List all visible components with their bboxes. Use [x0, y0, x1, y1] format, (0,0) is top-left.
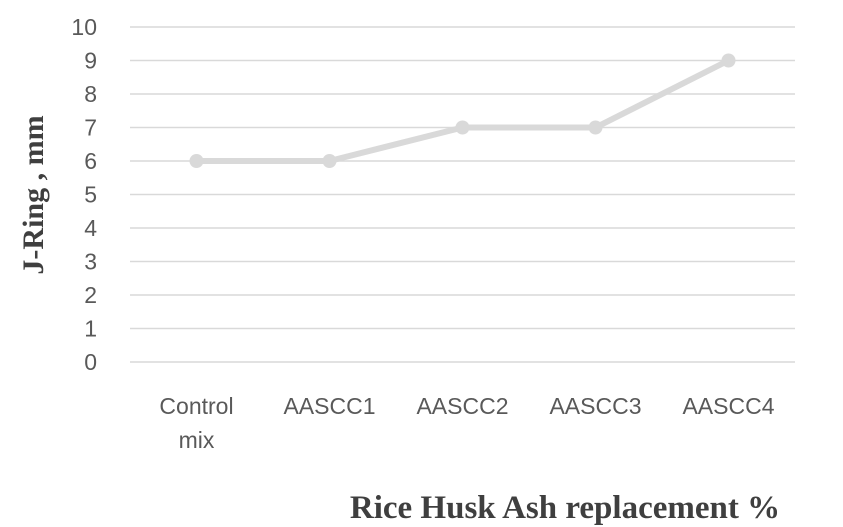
y-tick-label: 0: [84, 349, 97, 375]
x-axis-tick-labels: Control mix AASCC1 AASCC2 AASCC3 AASCC4: [159, 393, 774, 453]
y-tick-label: 1: [84, 316, 97, 342]
data-point: [189, 154, 204, 168]
y-tick-label: 7: [84, 115, 97, 141]
y-tick-label: 4: [84, 215, 97, 241]
data-point: [721, 53, 736, 68]
data-series: [189, 53, 736, 168]
y-axis-tick-labels: 0 1 2 3 4 5 6 7 8 9 10: [71, 14, 97, 375]
x-tick-label: mix: [179, 427, 215, 453]
data-point: [322, 154, 337, 168]
x-axis-title: Rice Husk Ash replacement %: [350, 490, 780, 526]
x-tick-label: AASCC4: [682, 393, 774, 419]
y-axis-title: J-Ring , mm: [17, 115, 50, 274]
y-tick-label: 6: [84, 148, 97, 174]
data-point: [455, 120, 470, 135]
y-tick-label: 10: [71, 14, 97, 40]
y-tick-label: 5: [84, 182, 97, 208]
y-tick-label: 9: [84, 48, 97, 74]
series-line: [193, 57, 732, 164]
x-tick-label: AASCC3: [549, 393, 641, 419]
data-point: [588, 120, 603, 135]
y-tick-label: 8: [84, 81, 97, 107]
y-tick-label: 2: [84, 282, 97, 308]
x-tick-label: Control: [159, 393, 233, 419]
y-tick-label: 3: [84, 249, 97, 275]
x-tick-label: AASCC1: [283, 393, 375, 419]
x-tick-label: AASCC2: [416, 393, 508, 419]
